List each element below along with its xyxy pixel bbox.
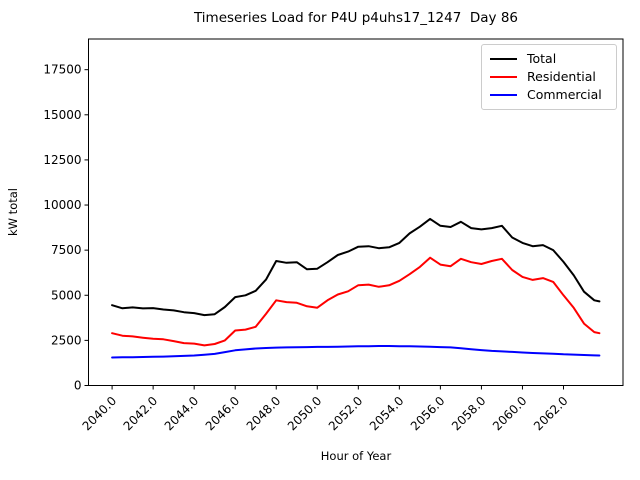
- chart-title: Timeseries Load for P4U p4uhs17_1247 Day…: [193, 10, 519, 26]
- x-tick-label: 2042.0: [121, 394, 161, 434]
- x-tick-label: 2050.0: [285, 394, 325, 434]
- x-tick-label: 2056.0: [408, 394, 448, 434]
- series-line-commercial: [111, 345, 601, 359]
- y-tick-label: 15000: [43, 108, 81, 122]
- y-tick-label: 7500: [51, 243, 82, 257]
- y-tick-label: 0: [74, 379, 82, 393]
- y-axis-label: kW total: [6, 188, 20, 236]
- x-tick-label: 2062.0: [531, 394, 571, 434]
- x-tick-label: 2052.0: [326, 394, 366, 434]
- x-tick-label: 2040.0: [80, 394, 120, 434]
- legend-entry-commercial: Commercial: [490, 86, 608, 104]
- x-tick-label: 2054.0: [367, 394, 407, 434]
- series-line-residential: [111, 256, 601, 347]
- x-tick-label: 2048.0: [244, 394, 284, 434]
- y-tick-label: 5000: [51, 288, 82, 302]
- legend-line-sample: [490, 94, 517, 96]
- x-axis-label: Hour of Year: [320, 449, 392, 463]
- legend-line-sample: [490, 76, 517, 78]
- legend: Total Residential Commercial: [481, 44, 617, 110]
- x-tick-label: 2060.0: [490, 394, 530, 434]
- legend-line-sample: [490, 58, 517, 60]
- legend-label: Total: [527, 51, 557, 66]
- y-tick-label: 10000: [43, 198, 81, 212]
- x-tick-label: 2044.0: [162, 394, 202, 434]
- y-tick-label: 12500: [43, 153, 81, 167]
- legend-label: Residential: [527, 69, 596, 84]
- plot-border: [88, 38, 624, 386]
- y-tick-label: 2500: [51, 333, 82, 347]
- y-tick-label: 17500: [43, 63, 81, 77]
- legend-entry-total: Total: [490, 50, 608, 68]
- x-tick-label: 2058.0: [449, 394, 489, 434]
- legend-label: Commercial: [527, 87, 602, 102]
- legend-entry-residential: Residential: [490, 68, 608, 86]
- x-tick-label: 2046.0: [203, 394, 243, 434]
- series-line-total: [111, 217, 601, 317]
